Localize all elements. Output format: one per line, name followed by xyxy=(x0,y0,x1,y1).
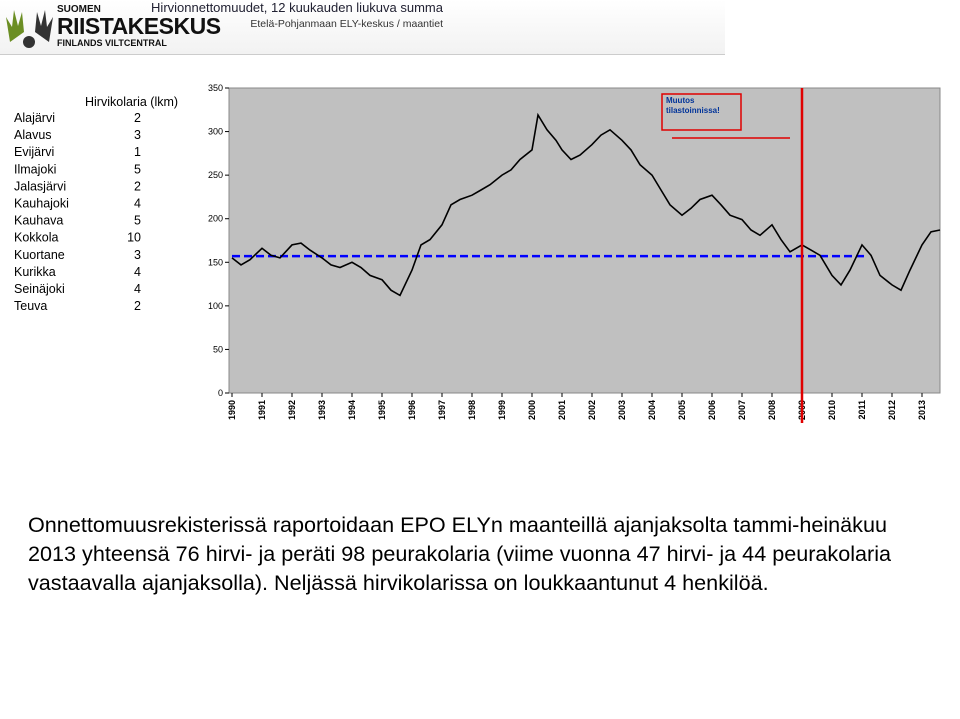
x-tick-label: 2013 xyxy=(917,400,927,420)
x-tick-label: 2007 xyxy=(737,400,747,420)
table-name: Evijärvi xyxy=(14,145,54,159)
annotation: Muutos xyxy=(666,96,695,105)
y-tick-label: 300 xyxy=(208,127,223,137)
x-tick-label: 2010 xyxy=(827,400,837,420)
logo-text: FINLANDS VILTCENTRAL xyxy=(57,38,167,48)
annotation-box xyxy=(661,93,742,131)
y-tick-label: 200 xyxy=(208,214,223,224)
title: Hirvionnettomuudet, 12 kuukauden liukuva… xyxy=(151,0,443,15)
table-name: Teuva xyxy=(14,299,47,313)
x-tick-label: 2011 xyxy=(857,400,867,420)
x-tick-label: 2000 xyxy=(527,400,537,420)
table-name: Kuortane xyxy=(14,248,65,262)
x-tick-label: 1996 xyxy=(407,400,417,420)
table-name: Ilmajoki xyxy=(14,162,56,176)
x-tick-label: 1994 xyxy=(347,400,357,420)
table-name: Alajärvi xyxy=(14,111,55,125)
table-name: Seinäjoki xyxy=(14,282,65,296)
x-tick-label: 2002 xyxy=(587,400,597,420)
x-tick-label: 2003 xyxy=(617,400,627,420)
table-name: Kauhajoki xyxy=(14,197,69,211)
table-value: 5 xyxy=(134,162,141,176)
x-tick-label: 1990 xyxy=(227,400,237,420)
x-tick-label: 2008 xyxy=(767,400,777,420)
annotation: tilastoinnissa! xyxy=(666,106,720,115)
x-tick-label: 2012 xyxy=(887,400,897,420)
table-name: Kurikka xyxy=(14,265,56,279)
table-name: Alavus xyxy=(14,128,52,142)
y-tick-label: 150 xyxy=(208,257,223,267)
x-tick-label: 1997 xyxy=(437,400,447,420)
logo-text: SUOMEN xyxy=(57,4,101,15)
x-tick-label: 1998 xyxy=(467,400,477,420)
y-tick-label: 50 xyxy=(213,344,223,354)
y-tick-label: 250 xyxy=(208,170,223,180)
table-value: 2 xyxy=(134,111,141,125)
x-tick-label: 1991 xyxy=(257,400,267,420)
table-name: Jalasjärvi xyxy=(14,179,66,193)
x-tick-label: 2001 xyxy=(557,400,567,420)
table-value: 3 xyxy=(134,248,141,262)
table-value: 2 xyxy=(134,299,141,313)
x-tick-label: 2006 xyxy=(707,400,717,420)
x-tick-label: 1992 xyxy=(287,400,297,420)
table-value: 5 xyxy=(134,214,141,228)
x-tick-label: 1995 xyxy=(377,400,387,420)
x-tick-label: 1999 xyxy=(497,400,507,420)
chart: Hirvikolaria (lkm) Alajärvi 2 Alavus 3 Evijä… xyxy=(14,83,941,423)
x-tick-label: 1993 xyxy=(317,400,327,420)
subtitle: Etelä-Pohjanmaan ELY-keskus / maantiet xyxy=(250,18,443,30)
y-tick-label: 0 xyxy=(218,388,223,398)
table-header: Hirvikolaria (lkm) xyxy=(85,95,178,109)
table-value: 2 xyxy=(134,179,141,193)
body-text: Onnettomuusrekisterissä raportoidaan EPO… xyxy=(28,512,892,595)
table-value: 10 xyxy=(127,231,141,245)
y-tick-label: 100 xyxy=(208,301,223,311)
plot-area xyxy=(228,87,941,394)
table-name: Kauhava xyxy=(14,214,63,228)
header: SUOMEN RIISTAKESKUS FINLANDS VILTCENTRAL… xyxy=(0,0,725,55)
y-tick-label: 350 xyxy=(208,83,223,93)
x-tick-label: 2005 xyxy=(677,400,687,420)
table-value: 4 xyxy=(134,282,141,296)
table-value: 1 xyxy=(134,145,141,159)
logo-text: RIISTAKESKUS xyxy=(57,13,221,39)
x-tick-label: 2004 xyxy=(647,400,657,420)
table-value: 4 xyxy=(134,197,141,211)
logo-icon xyxy=(6,10,53,48)
table-value: 4 xyxy=(134,265,141,279)
table-name: Kokkola xyxy=(14,231,59,245)
table-value: 3 xyxy=(134,128,141,142)
data-line xyxy=(231,112,941,297)
